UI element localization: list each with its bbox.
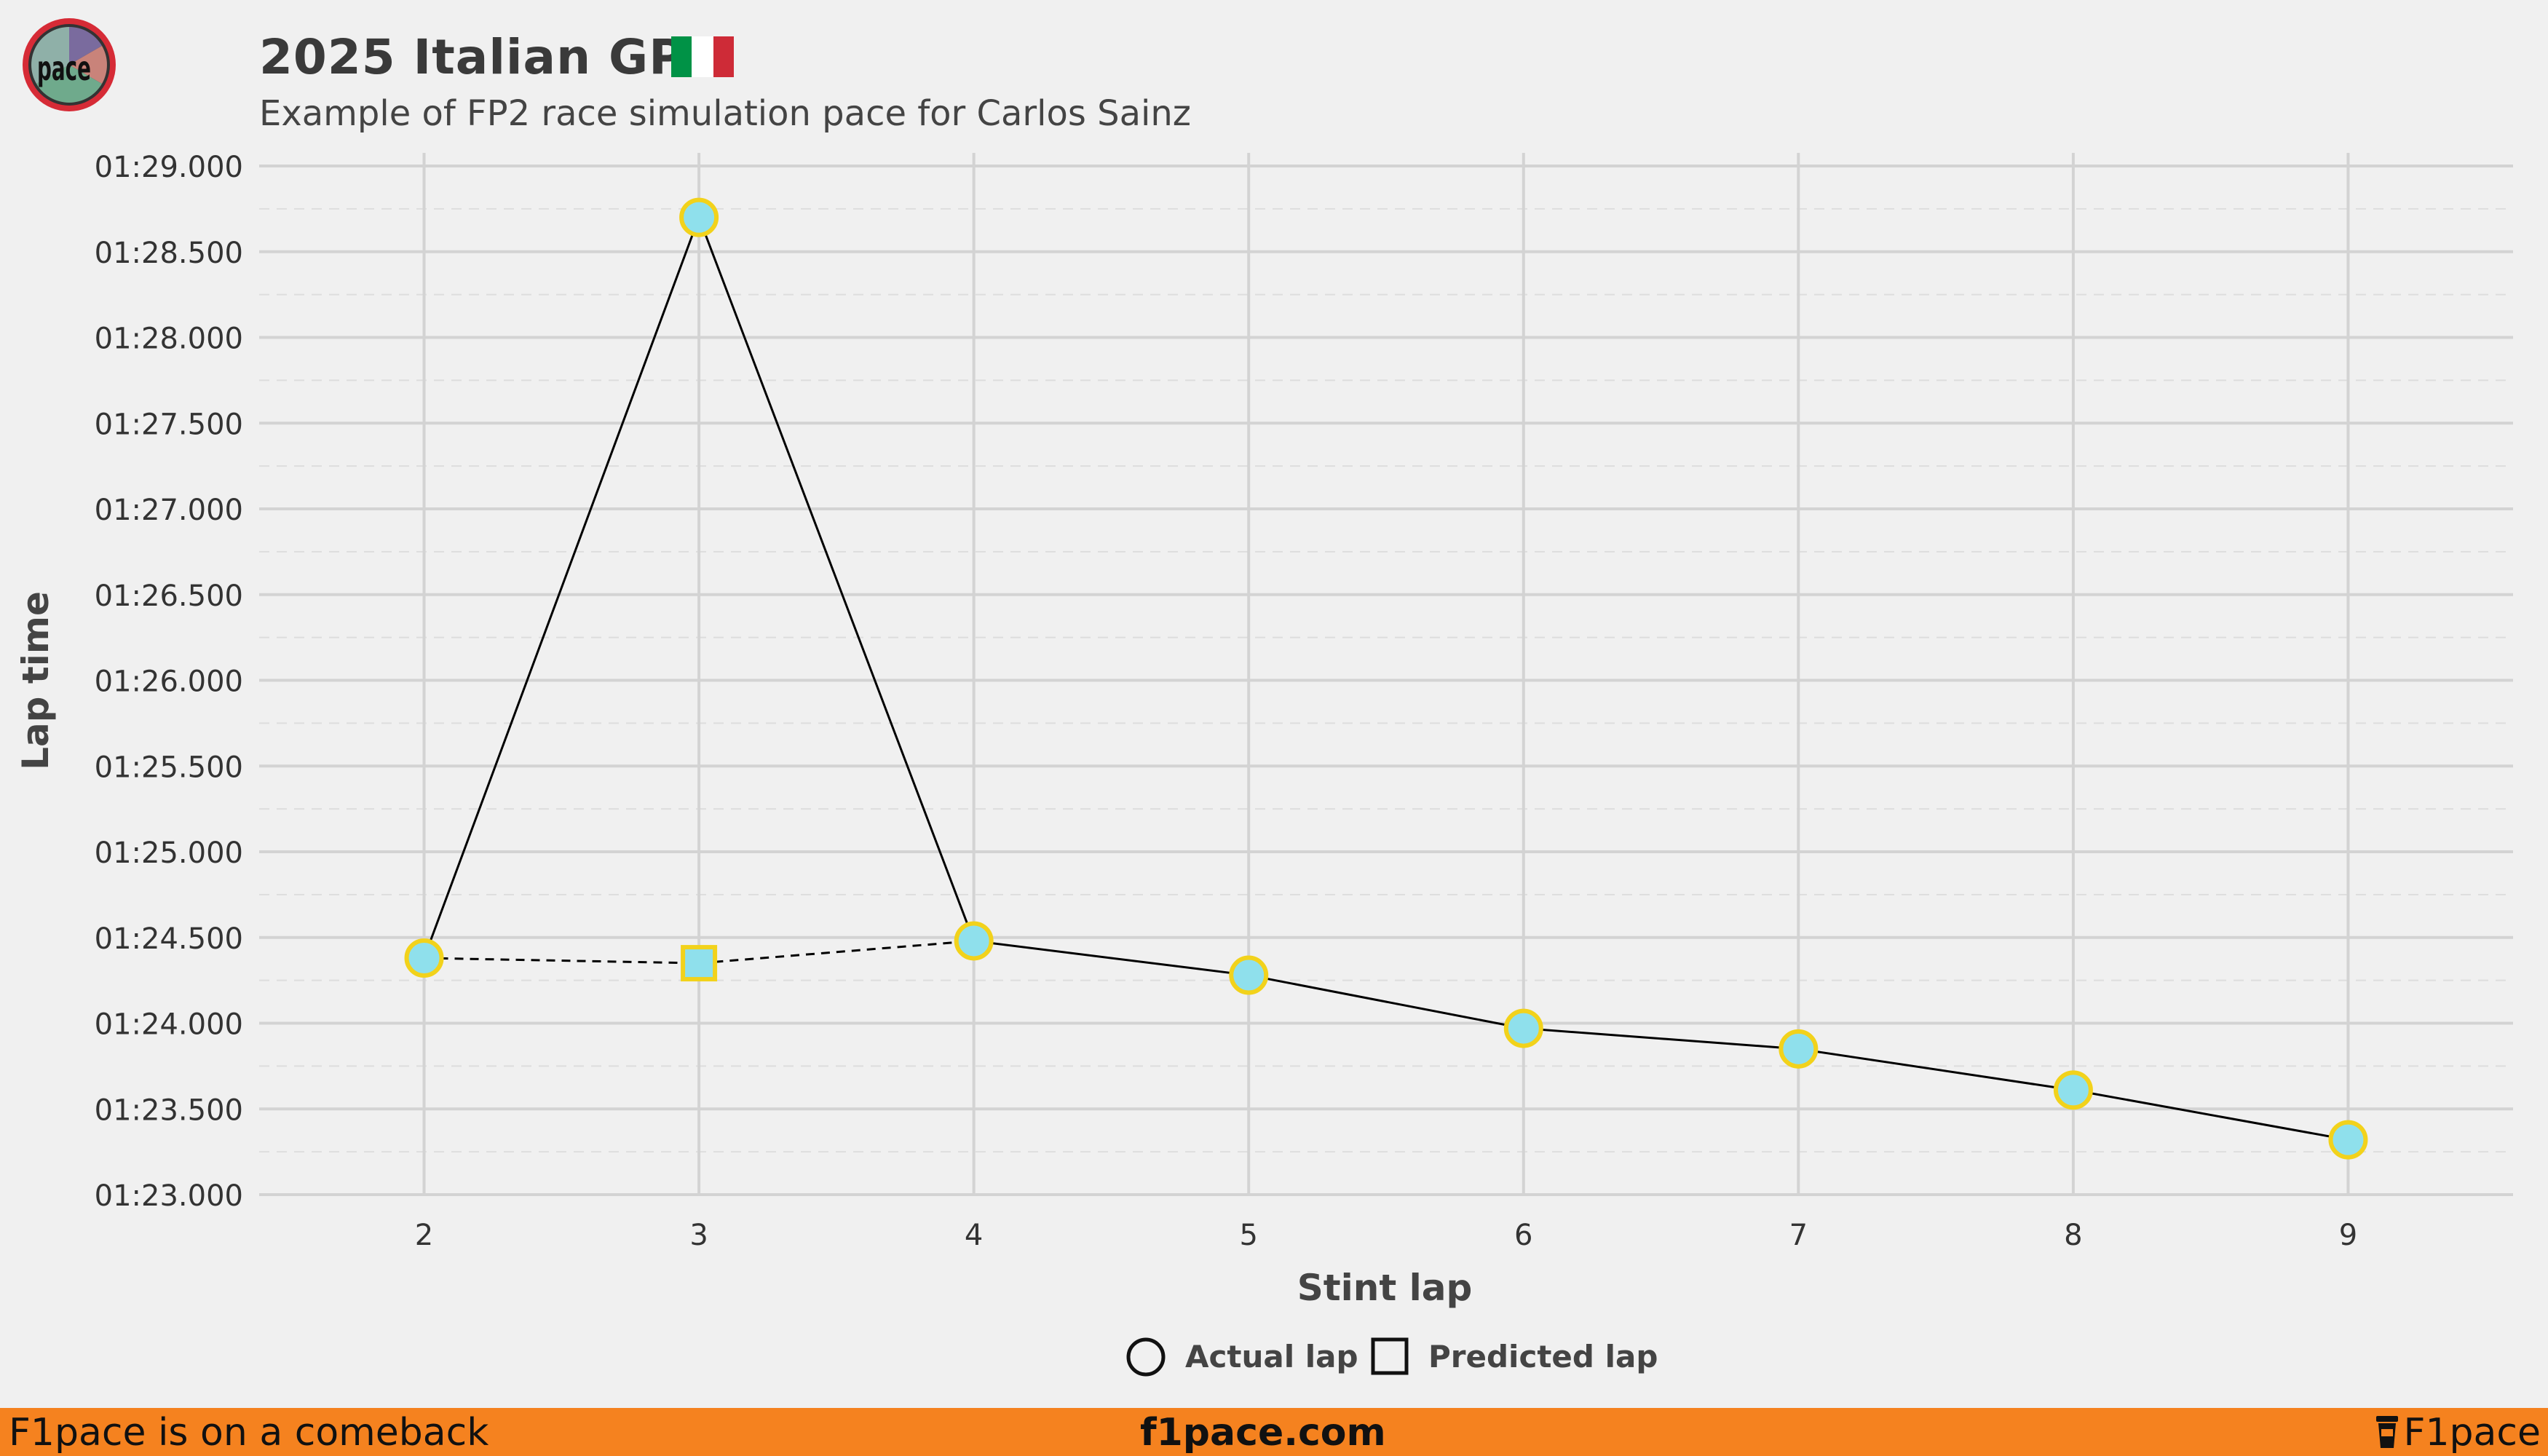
y-tick-label: 01:23.500 bbox=[95, 1093, 243, 1127]
series-line-actual-lap bbox=[423, 214, 2349, 1142]
x-axis-ticks: 2 3 4 5 6 7 8 9 bbox=[415, 1219, 2357, 1252]
x-tick-label: 9 bbox=[2339, 1219, 2357, 1252]
y-tick-label: 01:24.500 bbox=[95, 922, 243, 956]
legend-label-predicted: Predicted lap bbox=[1428, 1339, 1658, 1374]
x-tick-label: 6 bbox=[1514, 1219, 1532, 1252]
italy-flag-icon bbox=[671, 36, 734, 77]
y-tick-label: 01:26.000 bbox=[95, 665, 243, 699]
x-tick-label: 2 bbox=[415, 1219, 433, 1252]
y-tick-label: 01:23.000 bbox=[95, 1179, 243, 1213]
actual-lap-marker bbox=[1503, 1008, 1543, 1048]
coffee-cup-icon bbox=[2375, 1416, 2398, 1448]
logo-lettering: pace bbox=[37, 49, 91, 88]
actual-lap-marker bbox=[2328, 1120, 2368, 1160]
y-tick-label: 01:28.500 bbox=[95, 237, 243, 270]
y-tick-label: 01:25.000 bbox=[95, 836, 243, 870]
x-axis-label: Stint lap bbox=[1297, 1267, 1473, 1309]
x-tick-label: 4 bbox=[965, 1219, 983, 1252]
x-tick-label: 8 bbox=[2064, 1219, 2082, 1252]
chart-legend: Actual lap Predicted lap bbox=[1126, 1337, 1658, 1377]
y-tick-label: 01:27.000 bbox=[95, 494, 243, 527]
actual-lap-marker bbox=[679, 197, 719, 237]
footer-site-link[interactable]: f1pace.com bbox=[1140, 1411, 1386, 1455]
footer-brand: F1pace bbox=[2375, 1411, 2541, 1455]
footer-left-text: F1pace is on a comeback bbox=[9, 1411, 489, 1455]
chart-lines bbox=[423, 214, 2349, 1142]
series-line-predicted-lap bbox=[424, 939, 974, 965]
chart-subtitle: Example of FP2 race simulation pace for … bbox=[259, 93, 1191, 134]
legend-label-actual: Actual lap bbox=[1185, 1339, 1358, 1374]
lap-time-chart: 01:23.000 01:23.500 01:24.000 01:24.500 01:2… bbox=[15, 151, 2513, 1377]
x-tick-label: 7 bbox=[1789, 1219, 1808, 1252]
f1pace-logo: pace bbox=[23, 18, 116, 111]
x-tick-label: 3 bbox=[689, 1219, 708, 1252]
legend-circle-marker bbox=[1126, 1337, 1166, 1377]
predicted-lap-marker bbox=[681, 945, 718, 982]
chart-grid bbox=[259, 153, 2513, 1196]
legend-square-marker bbox=[1371, 1337, 1409, 1375]
y-tick-label: 01:27.500 bbox=[95, 408, 243, 441]
footer-banner: F1pace is on a comeback f1pace.com F1pac… bbox=[0, 1408, 2548, 1456]
actual-lap-marker bbox=[2053, 1070, 2093, 1110]
y-tick-label: 01:28.000 bbox=[95, 323, 243, 356]
footer-brand-text: F1pace bbox=[2403, 1411, 2541, 1455]
y-tick-label: 01:26.500 bbox=[95, 579, 243, 613]
actual-lap-marker bbox=[1779, 1029, 1819, 1069]
y-axis-label: Lap time bbox=[15, 591, 57, 770]
actual-lap-marker bbox=[1229, 955, 1269, 995]
actual-lap-marker bbox=[404, 938, 444, 978]
chart-markers bbox=[404, 197, 2368, 1160]
y-tick-label: 01:25.500 bbox=[95, 751, 243, 784]
y-tick-label: 01:24.000 bbox=[95, 1008, 243, 1042]
y-tick-label: 01:29.000 bbox=[95, 151, 243, 184]
actual-lap-marker bbox=[954, 921, 994, 961]
chart-title: 2025 Italian GP bbox=[259, 29, 685, 85]
x-tick-label: 5 bbox=[1239, 1219, 1257, 1252]
y-axis-ticks: 01:23.000 01:23.500 01:24.000 01:24.500 01:2… bbox=[95, 151, 243, 1213]
